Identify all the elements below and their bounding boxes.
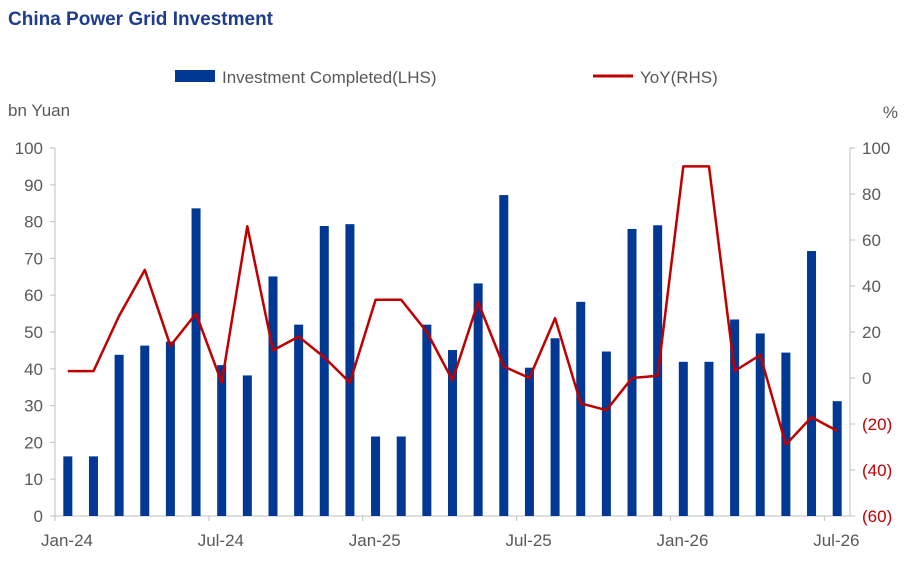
bar	[242, 375, 252, 516]
left-tick-label: 40	[24, 360, 43, 379]
bar	[730, 319, 740, 516]
bar	[140, 345, 150, 516]
bar	[114, 354, 124, 516]
bar	[704, 361, 714, 516]
left-tick-label: 0	[34, 507, 43, 526]
right-tick-label: 40	[862, 277, 881, 296]
right-tick-label: 100	[862, 139, 890, 158]
x-tick-label: Jan-26	[656, 531, 708, 550]
bar	[755, 333, 765, 516]
left-tick-label: 10	[24, 470, 43, 489]
bar	[678, 361, 688, 516]
bar	[165, 341, 175, 516]
x-tick-label: Jul-25	[505, 531, 551, 550]
bar	[499, 195, 509, 516]
bar	[268, 276, 278, 516]
bar	[371, 436, 381, 516]
legend: Investment Completed(LHS) YoY(RHS)	[175, 68, 718, 87]
x-tick-label: Jan-24	[41, 531, 93, 550]
left-tick-label: 50	[24, 323, 43, 342]
right-axis-unit: %	[883, 103, 898, 122]
right-tick-label: 80	[862, 185, 881, 204]
chart-title: China Power Grid Investment	[8, 9, 274, 30]
bar	[396, 436, 406, 516]
bar	[473, 283, 483, 516]
left-tick-label: 70	[24, 249, 43, 268]
bar	[524, 367, 534, 516]
legend-bar-swatch	[175, 70, 215, 82]
left-tick-label: 30	[24, 397, 43, 416]
left-tick-label: 100	[15, 139, 43, 158]
bar	[448, 350, 457, 516]
left-tick-label: 90	[24, 176, 43, 195]
line-series	[67, 165, 838, 446]
bar	[63, 456, 73, 516]
right-tick-label: 0	[862, 369, 871, 388]
right-tick-label: (20)	[862, 415, 892, 434]
bar	[576, 301, 586, 516]
tick-labels: 0 10 20 30 40 50 60 70 80 90 100 (60) (40) (20) 0 20 40 6…	[15, 139, 893, 550]
legend-bar-label: Investment Completed(LHS)	[222, 68, 436, 87]
bar	[601, 351, 611, 516]
left-tick-label: 60	[24, 286, 43, 305]
bar	[550, 338, 560, 516]
bar	[88, 456, 98, 516]
bar	[191, 208, 201, 517]
bar	[294, 324, 304, 516]
left-axis-unit: bn Yuan	[8, 101, 70, 120]
right-tick-label: (40)	[862, 461, 892, 480]
left-tick-label: 20	[24, 433, 43, 452]
right-tick-label: (60)	[862, 507, 892, 526]
x-tick-label: Jan-25	[349, 531, 401, 550]
bar	[319, 226, 329, 517]
bar	[422, 324, 432, 516]
bar	[217, 365, 227, 516]
x-tick-label: Jul-24	[198, 531, 244, 550]
left-tick-label: 80	[24, 213, 43, 232]
legend-line-label: YoY(RHS)	[640, 68, 718, 87]
bar	[781, 352, 791, 516]
yoy-line	[67, 165, 838, 446]
right-tick-label: 60	[862, 231, 881, 250]
bar	[807, 251, 817, 517]
right-tick-label: 20	[862, 323, 881, 342]
bar	[345, 224, 355, 516]
bar	[627, 228, 637, 516]
bar-series	[63, 195, 842, 517]
bar	[832, 401, 842, 516]
x-tick-label: Jul-26	[813, 531, 859, 550]
